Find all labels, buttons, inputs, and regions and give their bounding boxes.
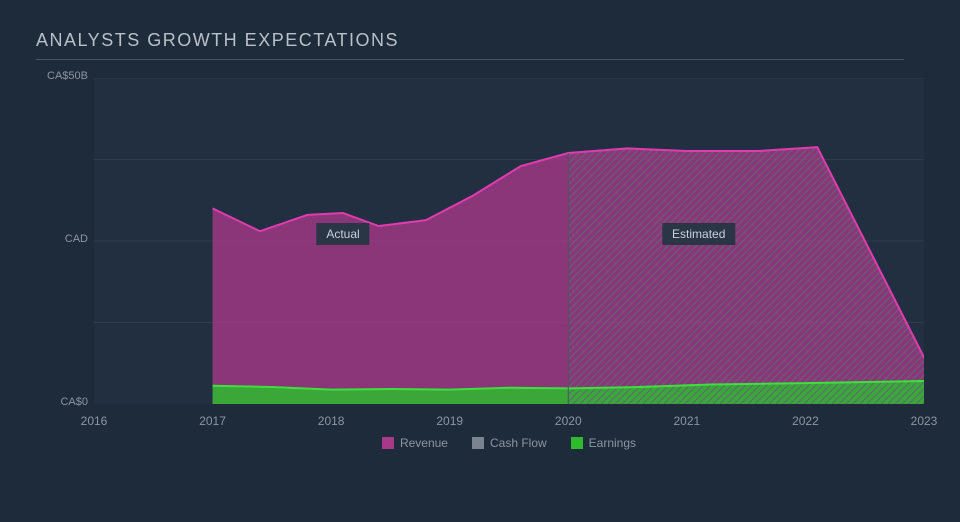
- legend-label: Revenue: [400, 436, 448, 450]
- legend-swatch: [571, 437, 583, 449]
- x-tick-label: 2022: [792, 414, 819, 428]
- legend: Revenue Cash Flow Earnings: [94, 436, 924, 454]
- y-tick-label: CA$0: [60, 396, 88, 408]
- chart-container: ANALYSTS GROWTH EXPECTATIONS CA$0 CAD CA$5…: [0, 0, 960, 482]
- legend-swatch: [472, 437, 484, 449]
- legend-label: Cash Flow: [490, 436, 547, 450]
- plot-area: Actual Estimated: [94, 78, 924, 404]
- x-tick-label: 2018: [318, 414, 345, 428]
- legend-swatch: [382, 437, 394, 449]
- x-tick-label: 2020: [555, 414, 582, 428]
- chart-svg: [94, 78, 924, 404]
- actual-label: Actual: [316, 223, 369, 245]
- y-axis-labels: CA$0CADCA$50B: [24, 72, 88, 404]
- x-tick-label: 2021: [673, 414, 700, 428]
- y-tick-label: CAD: [65, 233, 88, 245]
- legend-item-revenue: Revenue: [382, 436, 448, 450]
- x-axis-labels: 20162017201820192020202120222023: [94, 408, 924, 432]
- chart-area: CA$0 CAD CA$50B Actual Estimated 2016 2017 20…: [36, 72, 924, 452]
- x-tick-label: 2016: [81, 414, 108, 428]
- chart-title: ANALYSTS GROWTH EXPECTATIONS: [36, 30, 904, 60]
- x-tick-label: 2019: [436, 414, 463, 428]
- legend-item-cash-flow: Cash Flow: [472, 436, 547, 450]
- x-tick-label: 2017: [199, 414, 226, 428]
- y-tick-label: CA$50B: [47, 70, 88, 82]
- x-tick-label: 2023: [911, 414, 938, 428]
- legend-label: Earnings: [589, 436, 636, 450]
- estimated-label: Estimated: [662, 223, 735, 245]
- legend-item-earnings: Earnings: [571, 436, 636, 450]
